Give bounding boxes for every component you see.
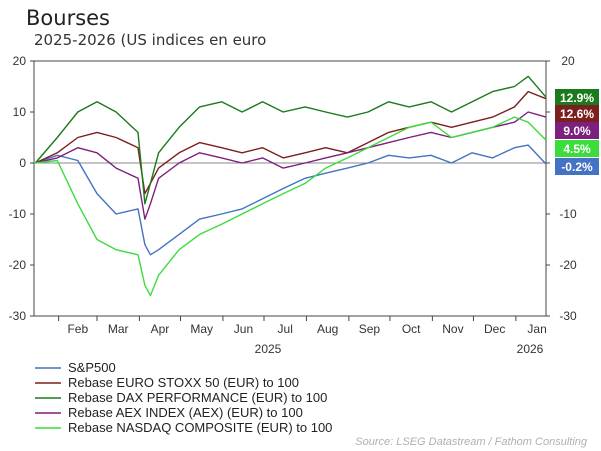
x-tick-label: Apr [151, 322, 170, 336]
y-tick-label-right: 20 [561, 54, 575, 68]
source-note: Source: LSEG Datastream / Fathom Consult… [355, 436, 587, 448]
y-tick-label-right: -20 [559, 258, 577, 272]
end-value-label: 4.5% [563, 142, 591, 156]
legend-label-3: Rebase AEX INDEX (AEX) (EUR) to 100 [68, 405, 303, 420]
x-tick-label: Jan [527, 322, 546, 336]
legend-label-4: Rebase NASDAQ COMPOSITE (EUR) to 100 [68, 420, 332, 435]
legend-label-2: Rebase DAX PERFORMANCE (EUR) to 100 [68, 390, 327, 405]
x-tick-label: Sep [359, 322, 381, 336]
series-line-3 [35, 111, 547, 220]
end-value-label: 12.6% [560, 107, 594, 121]
x-year-label-2025: 2025 [255, 342, 282, 356]
series-line-4 [35, 116, 547, 297]
end-value-badge-3: 9.0% [555, 122, 599, 139]
x-tick-label: Oct [402, 322, 421, 336]
end-value-badge-bg [555, 122, 599, 139]
x-year-label-2026: 2026 [517, 342, 544, 356]
y-tick-label-right: -30 [559, 309, 577, 323]
x-tick-label: Dec [484, 322, 505, 336]
y-tick-label-right: -10 [559, 207, 577, 221]
plot-frame [33, 60, 547, 317]
y-tick-label-left: 20 [13, 54, 27, 68]
x-tick-label: Aug [317, 322, 338, 336]
y-tick-label-left: 10 [13, 105, 27, 119]
legend-label-0: S&P500 [68, 360, 116, 375]
series-line-0 [35, 144, 547, 256]
end-value-label: 9.0% [563, 124, 591, 138]
y-tick-label-left: -20 [9, 258, 27, 272]
end-value-badge-1: 12.6% [555, 105, 599, 122]
x-tick-label: Jun [234, 322, 253, 336]
x-tick-label: Nov [442, 322, 463, 336]
y-tick-label-left: -30 [9, 309, 27, 323]
end-value-badge-4: 4.5% [555, 140, 599, 157]
end-value-badge-2: 12.9% [555, 89, 599, 106]
end-value-label: -0.2% [561, 160, 593, 174]
end-value-badge-bg [555, 89, 599, 106]
end-value-badge-bg [555, 140, 599, 157]
x-tick-label: Jul [278, 322, 293, 336]
end-value-badge-0: -0.2% [555, 158, 599, 175]
x-tick-label: May [190, 322, 213, 336]
legend-label-1: Rebase EURO STOXX 50 (EUR) to 100 [68, 375, 299, 390]
end-value-badge-bg [555, 105, 599, 122]
series-line-1 [35, 90, 547, 195]
y-tick-label-left: -10 [9, 207, 27, 221]
series-line-2 [34, 75, 547, 205]
chart-subtitle: 2025-2026 (US indices en euro [34, 31, 267, 49]
y-tick-label-left: 0 [19, 156, 26, 170]
chart-title: Bourses [26, 6, 110, 30]
end-value-badge-bg [555, 158, 599, 175]
x-tick-label: Feb [67, 322, 88, 336]
end-value-label: 12.9% [560, 91, 594, 105]
x-tick-label: Mar [108, 322, 129, 336]
